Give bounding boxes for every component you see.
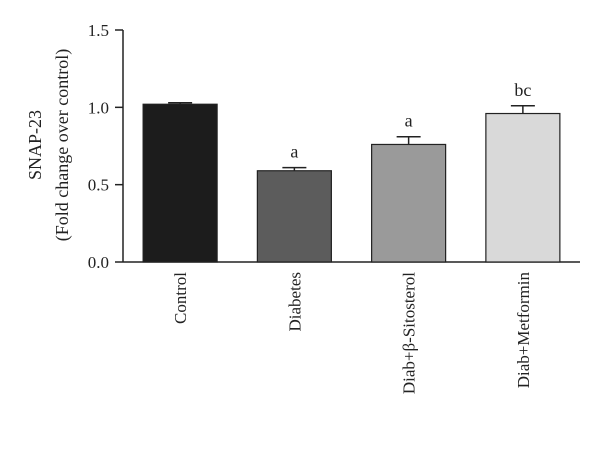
y-axis-label-line2: (Fold change over control) — [52, 49, 73, 241]
significance-label: a — [405, 111, 413, 131]
significance-label: bc — [514, 80, 531, 100]
y-tick-label: 1.0 — [88, 98, 109, 117]
category-label: Diab+Metformin — [514, 272, 533, 389]
y-axis-label-line1: SNAP-23 — [25, 110, 45, 180]
error-bars — [168, 101, 535, 171]
category-labels: Control Diabetes Diab+β-Sitosterol Diab+Met… — [171, 272, 533, 395]
bar — [371, 143, 447, 263]
bars — [142, 103, 561, 263]
y-tick-label: 1.5 — [88, 21, 109, 40]
category-label: Diab+β-Sitosterol — [400, 272, 419, 394]
y-ticks: 0.0 0.5 1.0 1.5 — [88, 21, 123, 272]
annotations: a a bc — [290, 80, 531, 162]
y-tick-label: 0.5 — [88, 176, 109, 195]
bar — [142, 103, 218, 263]
category-label: Control — [171, 272, 190, 324]
category-label: Diabetes — [285, 272, 304, 331]
bar — [256, 170, 332, 263]
bar — [485, 112, 561, 263]
y-axis-label: SNAP-23 (Fold change over control) — [25, 49, 73, 241]
y-tick-label: 0.0 — [88, 253, 109, 272]
significance-label: a — [290, 142, 298, 162]
